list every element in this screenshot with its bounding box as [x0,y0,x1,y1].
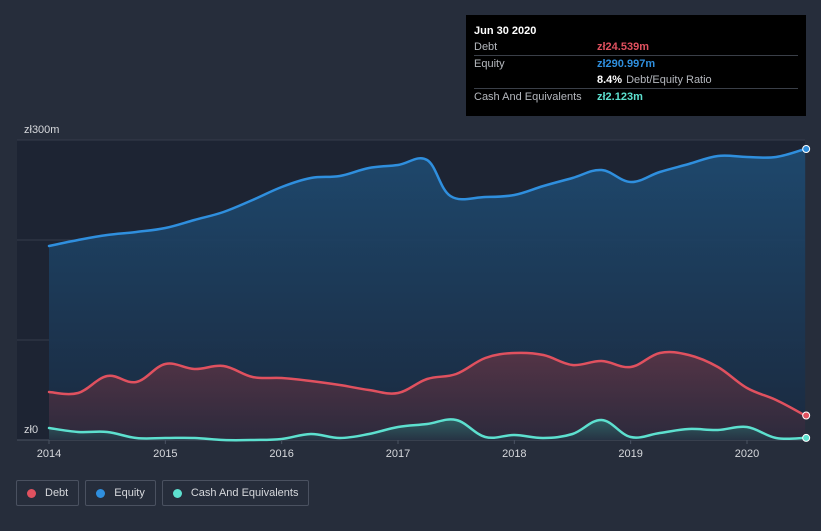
cash-line [47,418,807,442]
marker-layer [802,145,811,442]
tooltip-ratio-value: 8.4% [597,74,623,86]
x-tick-label: 2017 [386,448,410,460]
x-tick-label: 2020 [735,448,759,460]
area-layer [49,149,806,441]
tooltip-cash-label: Cash And Equivalents [474,91,582,103]
tooltip-cash-value: zł2.123m [597,91,643,103]
tooltip-equity-label: Equity [474,58,505,70]
tooltip: Jun 30 2020 Debt zł24.539m Equity zł290.… [466,15,806,116]
equity-end-marker[interactable] [802,145,811,153]
x-tick-label: 2014 [37,448,61,460]
x-tick-label: 2015 [153,448,177,460]
debt-end-marker[interactable] [802,411,811,420]
tooltip-row-cash: Cash And Equivalents zł2.123m [474,89,798,105]
legend-item-debt[interactable]: Debt [16,480,80,506]
cash-end-marker[interactable] [802,433,811,442]
x-tick-label: 2018 [502,448,526,460]
cash-dot-icon [172,488,182,498]
legend-label-cash: Cash And Equivalents [190,487,299,499]
legend: Debt Equity Cash And Equivalents [16,480,310,506]
tooltip-ratio-spacer [474,72,597,88]
tooltip-equity-value: zł290.997m [597,58,656,70]
debt-area [49,351,806,440]
tooltip-row-debt: Debt zł24.539m [474,39,798,56]
tooltip-row-equity: Equity zł290.997m [474,56,798,72]
line-layer [47,147,807,442]
x-axis: 2014 2015 2016 2017 2018 2019 2020 [37,440,759,460]
tooltip-ratio-label: Debt/Equity Ratio [626,74,712,86]
cash-area [49,419,806,441]
equity-dot-icon [96,488,106,498]
tooltip-debt-label: Debt [474,41,498,53]
debt-line [47,350,807,417]
y-axis-bottom-label: zł0 [24,424,38,436]
legend-label-debt: Debt [45,487,69,499]
debt-dot-icon [27,488,36,498]
tooltip-date: Jun 30 2020 [474,25,537,37]
legend-item-equity[interactable]: Equity [85,480,156,506]
tooltip-debt-value: zł24.539m [597,41,649,53]
x-tick-label: 2016 [269,448,293,460]
equity-line [47,147,807,248]
legend-label-equity: Equity [114,487,145,499]
legend-item-cash[interactable]: Cash And Equivalents [161,480,310,506]
x-tick-label: 2019 [618,448,642,460]
y-axis-top-label: zł300m [24,124,59,136]
tooltip-row-ratio: 8.4% Debt/Equity Ratio [474,72,798,89]
